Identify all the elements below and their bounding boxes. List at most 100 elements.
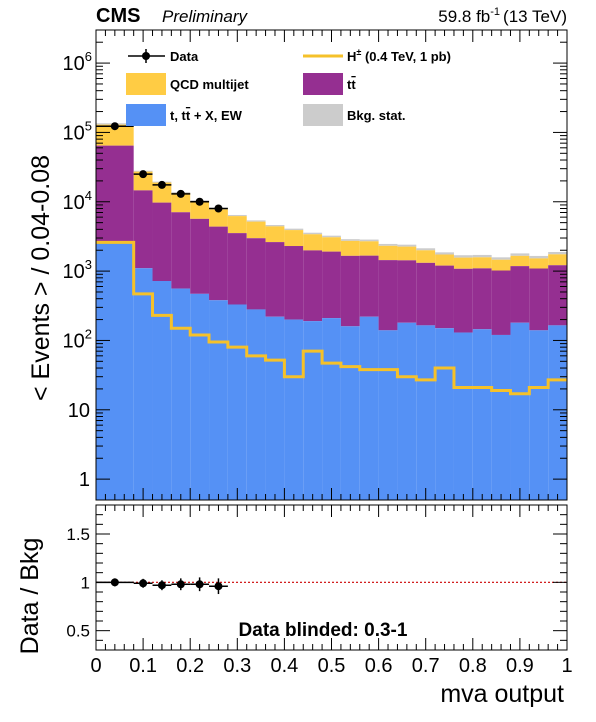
ttbar-bar: [378, 260, 398, 331]
ttbar-bar: [96, 145, 134, 244]
ttbar-bar: [416, 262, 436, 326]
data-point: [190, 197, 210, 206]
ttbar-bar: [529, 268, 549, 331]
ttbar-bar: [435, 265, 454, 329]
stacked-histogram: [96, 123, 567, 500]
ratio-point: [133, 578, 153, 588]
ratio-marker: [110, 578, 119, 587]
ratio-marker: [214, 582, 223, 591]
qcd-bar: [303, 234, 323, 251]
ratio-marker: [195, 580, 204, 589]
stat-band-bin: [378, 243, 398, 246]
qcd-bar: [171, 193, 191, 213]
data-marker: [110, 122, 119, 131]
legend: Data QCD multijet t, tt + X, EW H± (0.4 …: [126, 47, 451, 126]
qcd-bar: [190, 201, 210, 219]
x-tick-label: 0.8: [459, 655, 487, 677]
legend-stat-swatch: [303, 104, 343, 126]
ratio-tick-label: 1.5: [66, 525, 90, 544]
qcd-bar: [340, 240, 360, 256]
qcd-bar: [322, 237, 341, 252]
data-marker: [176, 189, 185, 198]
stat-band-bin: [491, 257, 511, 260]
ratio-point: [209, 578, 228, 595]
qcd-bar: [453, 257, 473, 269]
legend-ttbar-label: tt: [347, 77, 356, 92]
data-marker: [139, 170, 148, 179]
other-bar: [548, 325, 567, 500]
x-tick-label: 1: [561, 655, 572, 677]
data-point: [133, 170, 153, 179]
ratio-marker: [157, 581, 166, 590]
other-bar: [265, 316, 285, 500]
ttbar-bar: [453, 268, 473, 333]
stat-band-bin: [529, 255, 549, 259]
ttbar-bar: [227, 233, 247, 305]
signal-line: [96, 240, 567, 396]
stat-band-bin: [359, 239, 379, 242]
other-bar: [284, 319, 304, 500]
other-bar: [416, 325, 436, 500]
x-tick-label: 0.1: [129, 655, 157, 677]
y-axis-title: < Events > / 0.04-0.08: [27, 155, 55, 401]
other-bar: [453, 332, 473, 500]
legend-data-marker: [128, 49, 165, 63]
other-bar: [359, 316, 379, 500]
ttbar-bar: [322, 251, 341, 319]
qcd-bar: [416, 250, 436, 263]
ttbar-bar: [340, 255, 360, 327]
y-tick-label: 103: [63, 257, 92, 283]
ratio-point: [152, 580, 172, 591]
other-bar: [340, 326, 360, 500]
lower-axes: 0 0.1 0.2 0.3 0.4 0.5 0.6 0.7 0.8 0.9 1 0.5 1 1.5: [66, 504, 573, 677]
ttbar-bar: [303, 250, 323, 322]
other-bar: [435, 328, 454, 500]
legend-stat-label: Bkg. stat.: [347, 108, 406, 123]
stat-band-bin: [284, 228, 304, 231]
ttbar-bar: [209, 226, 228, 301]
ttbar-bar: [171, 212, 191, 289]
preliminary-label: Preliminary: [162, 7, 249, 26]
qcd-bar: [397, 246, 417, 261]
other-bar: [397, 322, 417, 500]
y-tick-label: 1: [79, 469, 90, 491]
data-marker: [157, 180, 166, 189]
legend-qcd-swatch: [126, 73, 166, 95]
qcd-bar: [209, 209, 228, 227]
ttbar-bar: [284, 246, 304, 320]
other-bar: [190, 293, 210, 500]
other-bar: [510, 322, 530, 500]
stat-band-bin: [435, 252, 454, 255]
stat-band-bin: [227, 214, 247, 217]
blinded-annotation: Data blinded: 0.3-1: [239, 620, 408, 641]
legend-ttbar-swatch: [303, 73, 343, 95]
data-marker: [195, 197, 204, 206]
qcd-bar: [491, 259, 511, 271]
legend-data-label: Data: [170, 49, 199, 64]
y-tick-label: 106: [63, 49, 92, 75]
x-axis-title: mva output: [440, 680, 564, 708]
cms-label: CMS: [96, 5, 140, 27]
ttbar-bar: [190, 218, 210, 294]
lumi-value: 59.8 fb: [438, 7, 490, 26]
data-point: [171, 189, 191, 198]
other-bar: [171, 288, 191, 500]
ttbar-bar: [359, 255, 379, 317]
other-bar: [209, 300, 228, 500]
stat-band-bin: [510, 253, 530, 256]
qcd-bar: [227, 216, 247, 234]
upper-axes: 1 10 102 103 104 105 106: [63, 29, 568, 501]
ttbar-bar: [548, 265, 567, 326]
qcd-bar: [284, 230, 304, 247]
stat-band-bin: [453, 255, 473, 258]
ratio-axis-title: Data / Bkg: [16, 538, 44, 655]
other-bar: [246, 309, 266, 500]
x-tick-label: 0.4: [270, 655, 298, 677]
qcd-bar: [133, 171, 153, 191]
y-tick-label: 104: [63, 188, 92, 214]
stat-band-bin: [397, 244, 417, 247]
qcd-bar: [548, 254, 567, 266]
qcd-bar: [96, 124, 134, 146]
qcd-bar: [265, 226, 285, 243]
